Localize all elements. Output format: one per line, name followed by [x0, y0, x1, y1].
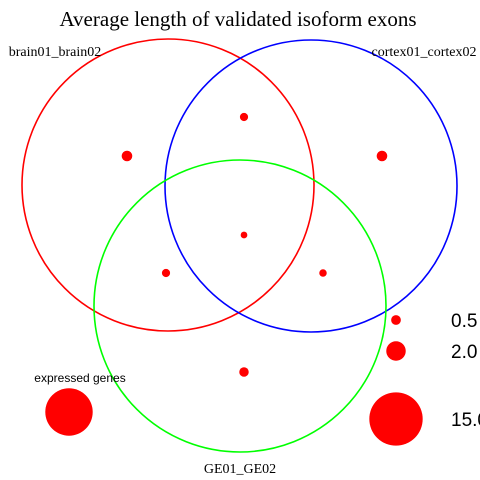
outside-group: expressed genes	[34, 371, 126, 436]
region-dot-cortex01-cortex02	[376, 150, 388, 162]
region-dot-brain01-brain02	[121, 150, 133, 162]
set-label-cortex01-cortex02: cortex01_cortex02	[372, 45, 477, 60]
outside-dot	[45, 388, 93, 436]
legend-label-15-0: 15.0	[451, 410, 480, 431]
chart-title: Average length of validated isoform exon…	[59, 7, 416, 31]
legend-dot-2-0	[386, 341, 406, 361]
region-dot-brain01-brain02--cortex01-cortex02	[239, 112, 249, 122]
region-dot-brain01-brain02--ge01-ge02	[161, 268, 171, 278]
legend-dot-15-0	[369, 392, 423, 446]
region-dot-brain01-brain02--cortex01-cortex02--ge01-ge02	[240, 231, 248, 239]
venn-circle-cortex01-cortex02	[164, 39, 458, 333]
venn-circle-brain01-brain02	[21, 38, 315, 332]
legend-label-0-5: 0.5	[451, 311, 477, 332]
set-label-brain01-brain02: brain01_brain02	[9, 45, 102, 60]
legend-dot-0-5	[391, 315, 401, 325]
region-dot-cortex01-cortex02--ge01-ge02	[319, 269, 327, 277]
outside-label: expressed genes	[34, 371, 125, 385]
size-legend: 0.5 2.0 15.0	[369, 311, 480, 446]
set-label-ge01-ge02: GE01_GE02	[204, 462, 276, 477]
venn-circle-ge01-ge02	[93, 159, 387, 453]
region-dot-ge01-ge02	[239, 367, 249, 377]
legend-label-2-0: 2.0	[451, 342, 477, 363]
